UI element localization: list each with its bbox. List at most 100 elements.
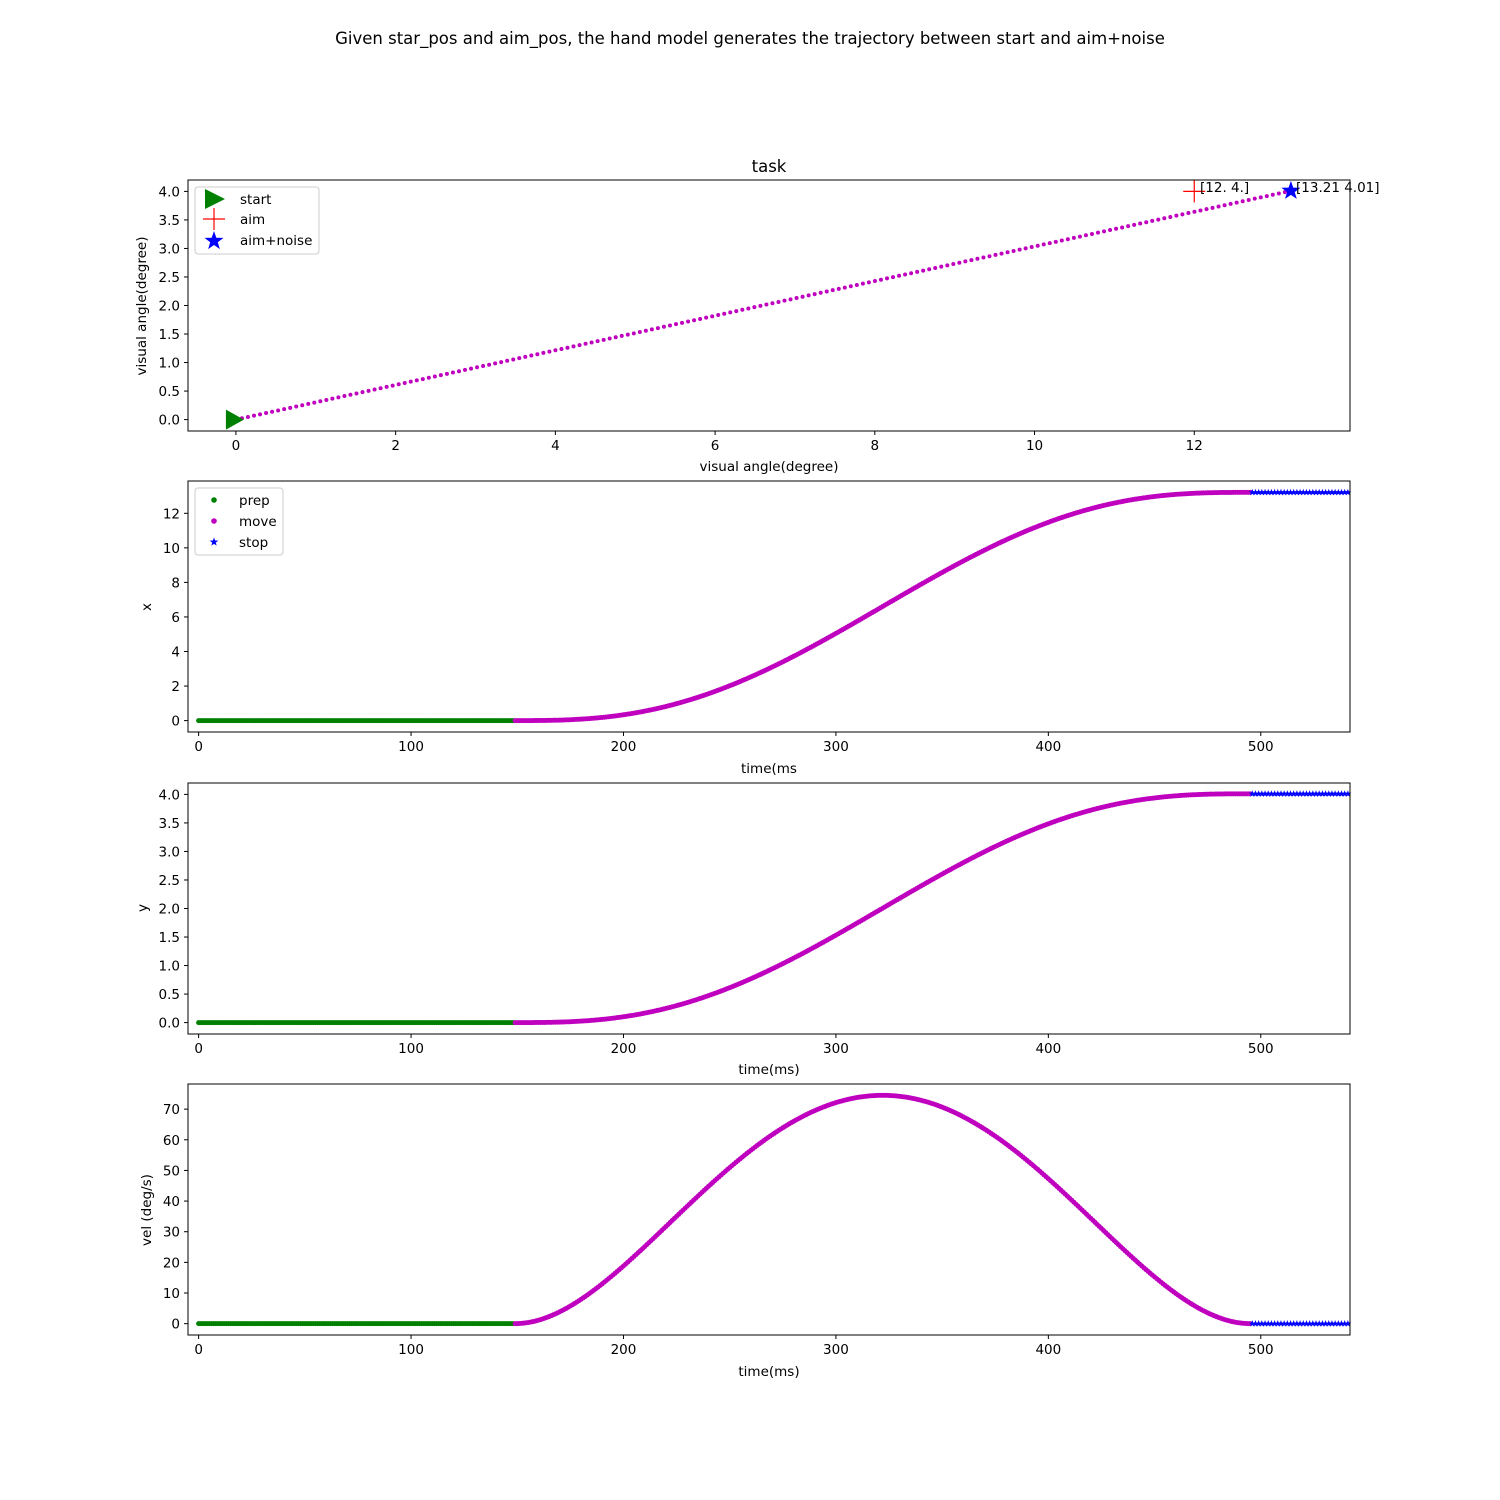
trajectory-point	[306, 402, 310, 406]
y-tick-label: 2.0	[159, 902, 180, 918]
y-tick-label: 20	[163, 1255, 180, 1271]
trajectory-point	[939, 265, 943, 269]
trajectory-point	[300, 403, 304, 407]
trajectory-point	[644, 329, 648, 333]
x-tick-label: 0	[194, 1342, 203, 1358]
trajectory-point	[825, 289, 829, 293]
trajectory-point	[1102, 229, 1106, 233]
trajectory-point	[891, 275, 895, 279]
y-tick-label: 2.5	[159, 270, 180, 286]
trajectory-point	[1042, 242, 1046, 246]
subplot-y: 0 100 200 300 400 5000.00.51.01.52.02.53.03.5…	[135, 783, 1351, 1078]
subplot-x: 0 100 200 300 400 500 0 2 4 6 8 10 12 time(ms x prep…	[139, 481, 1351, 777]
trajectory-point	[921, 269, 925, 273]
y-tick-label: 0	[171, 714, 180, 730]
trajectory-point	[975, 257, 979, 261]
trajectory-point	[379, 386, 383, 390]
trajectory-point	[710, 314, 714, 318]
subplot-task: task 0 2 4 6 8 10 12 0.0 0.5 1.0 1.5 2.0 2.5 3.0 3.5 4.…	[134, 157, 1380, 475]
x-tick-label: 200	[611, 1342, 637, 1358]
x-tick-label: 500	[1248, 1342, 1274, 1358]
x-tick-label: 100	[398, 1342, 424, 1358]
trajectory-point	[469, 367, 473, 371]
x-tick-label: 6	[711, 438, 720, 454]
trajectory-point	[897, 274, 901, 278]
y-tick-label: 70	[163, 1102, 180, 1118]
y-tick-label: 3.5	[159, 816, 180, 832]
trajectory-point	[813, 292, 817, 296]
x-tick-label: 10	[1026, 438, 1043, 454]
legend-aim-label: aim	[240, 212, 265, 228]
trajectory-point	[1277, 191, 1281, 195]
trajectory-point	[1192, 210, 1196, 214]
trajectory-point	[487, 363, 491, 367]
trajectory-point	[1066, 237, 1070, 241]
y-tick-label: 1.5	[159, 327, 180, 343]
y-tick-label: 4.0	[159, 787, 180, 803]
trajectory-point	[330, 397, 334, 401]
legend: start aim aim+noise	[195, 187, 319, 254]
trajectory-point	[1162, 216, 1166, 220]
trajectory-point	[270, 410, 274, 414]
y-tick-label: 3.5	[159, 213, 180, 229]
trajectory-point	[909, 271, 913, 275]
trajectory-point	[451, 371, 455, 375]
trajectory-point	[861, 282, 865, 286]
trajectory-point	[903, 272, 907, 276]
trajectory-point	[294, 405, 298, 409]
y-tick-label: 3.0	[159, 844, 180, 860]
trajectory-point	[680, 321, 684, 325]
trajectory-point	[535, 352, 539, 356]
x-axis-label: visual angle(degree)	[700, 459, 839, 475]
trajectory-point	[529, 354, 533, 358]
trajectory-point	[807, 293, 811, 297]
trajectory-point	[1156, 218, 1160, 222]
trajectory-point	[559, 347, 563, 351]
trajectory-point	[553, 348, 557, 352]
subplot-velocity: 0 100 200 300 400 500 0 10 20 30 40 50 60 70 time(ms)…	[139, 1084, 1351, 1380]
trajectory-point	[373, 388, 377, 392]
trajectory-point	[517, 356, 521, 360]
trajectory-point	[855, 283, 859, 287]
y-axis-label: visual angle(degree)	[134, 237, 150, 376]
legend-move-marker	[211, 518, 217, 524]
y-tick-label: 8	[171, 575, 180, 591]
trajectory-point	[1036, 244, 1040, 248]
trajectory-point	[1150, 219, 1154, 223]
trajectory-point	[427, 376, 431, 380]
trajectory-point	[565, 346, 569, 350]
trajectory-point	[433, 374, 437, 378]
trajectory-point	[1132, 223, 1136, 227]
x-axis-label: time(ms)	[738, 1062, 799, 1078]
trajectory-point	[367, 389, 371, 393]
trajectory-point	[770, 301, 774, 305]
x-tick-label: 500	[1248, 1041, 1274, 1057]
trajectory-point	[1253, 197, 1257, 201]
y-tick-label: 0.0	[159, 1016, 180, 1032]
axes-frame	[188, 1084, 1350, 1335]
trajectory-point	[1271, 193, 1275, 197]
x-tick-label: 8	[871, 438, 880, 454]
trajectory-point	[505, 359, 509, 363]
trajectory-point	[1114, 227, 1118, 231]
trajectory-point	[324, 398, 328, 402]
trajectory-point	[885, 276, 889, 280]
trajectory-point	[638, 330, 642, 334]
x-axis-label: time(ms	[741, 761, 797, 777]
trajectory-point	[987, 254, 991, 258]
trajectory-point	[481, 364, 485, 368]
trajectory-point	[1241, 199, 1245, 203]
trajectory-point	[1126, 224, 1130, 228]
y-tick-label: 0.0	[159, 413, 180, 429]
trajectory-point	[252, 414, 256, 418]
trajectory-point	[1144, 220, 1148, 224]
trajectory-point	[1078, 235, 1082, 239]
x-tick-label: 500	[1248, 739, 1274, 755]
trajectory-point	[1211, 206, 1215, 210]
trajectory-point	[439, 373, 443, 377]
trajectory-point	[843, 286, 847, 290]
legend-move-label: move	[239, 514, 277, 530]
trajectory-point	[674, 322, 678, 326]
legend-start-label: start	[240, 192, 271, 208]
